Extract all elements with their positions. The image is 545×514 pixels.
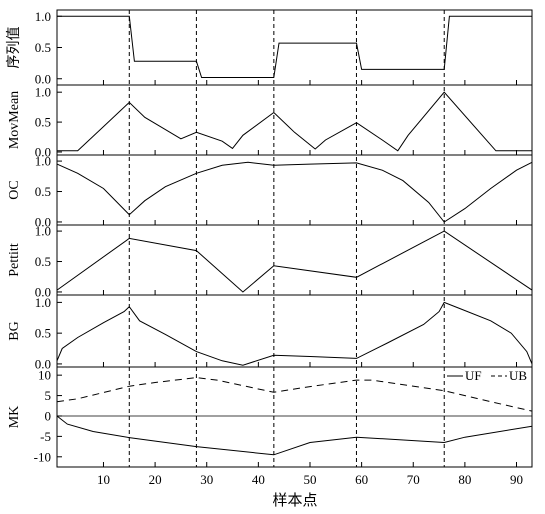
series-line-main (56, 161, 533, 223)
panel-frame (56, 154, 533, 226)
y-tick-label: 1.0 (35, 85, 51, 100)
panel-frame (56, 224, 533, 296)
x-tick-label: 90 (510, 472, 523, 487)
y-tick-label: 0.5 (35, 254, 51, 269)
x-tick-label: 40 (252, 472, 265, 487)
x-tick-label: 60 (355, 472, 368, 487)
y-axis-label: MK (7, 406, 22, 429)
x-tick-label: 20 (149, 472, 162, 487)
y-tick-label: 0.5 (35, 184, 51, 199)
panel-1: 0.0 0.5 1.0 序列值 (6, 9, 533, 86)
series-line-uf (56, 415, 533, 456)
panels: 0.00.51.0序列值0.00.51.0MovMean0.00.51.0OC0… (6, 9, 533, 468)
y-tick-label: 0.0 (35, 284, 51, 299)
x-tick-label: 50 (303, 472, 316, 487)
panel-4: 0.0 0.5 1.0 Pettitt (7, 224, 533, 299)
y-tick-label: 0.0 (35, 71, 51, 86)
y-axis-label: OC (7, 180, 22, 199)
y-tick-label: 1.0 (35, 154, 51, 169)
y-tick-label: 0.0 (35, 356, 51, 371)
legend: UF UB (447, 368, 527, 383)
y-tick-label: -5 (40, 429, 51, 444)
y-axis-label: BG (7, 321, 22, 340)
y-tick-label: 0.5 (35, 326, 51, 341)
panel-3: 0.0 0.5 1.0 OC (7, 154, 533, 229)
change-point-lines (128, 10, 445, 467)
series-line-ub (56, 377, 533, 412)
legend-entry: UB (509, 368, 527, 383)
y-axis-label: MovMean (7, 91, 22, 149)
y-tick-label: 1.0 (35, 295, 51, 310)
x-tick-label: 80 (458, 472, 471, 487)
panel-frame (56, 84, 533, 156)
y-tick-label: 1.0 (35, 9, 51, 24)
series-line-main (56, 230, 533, 293)
panel-6: -10 -5 0 5 10 MK UF UB (7, 366, 533, 468)
series-line-main (57, 91, 532, 152)
panel-frame (56, 366, 533, 468)
y-tick-label: -10 (34, 449, 51, 464)
x-tick-label: 10 (97, 472, 110, 487)
y-tick-label: 5 (45, 388, 52, 403)
panel-5: 0.0 0.5 1.0 BG (7, 294, 533, 371)
y-tick-label: 0.5 (35, 40, 51, 55)
legend-entry: UF (465, 368, 482, 383)
y-tick-label: 0.5 (35, 115, 51, 130)
series-line-main (56, 301, 533, 366)
series-line-main (57, 15, 532, 78)
x-tick-label: 30 (200, 472, 213, 487)
x-axis-label: 样本点 (272, 492, 317, 509)
y-axis-label: 序列值 (6, 27, 22, 69)
panel-2: 0.0 0.5 1.0 MovMean (7, 84, 533, 160)
y-tick-label: 1.0 (35, 224, 51, 239)
x-axis: 10 20 30 40 50 60 70 80 90 (97, 472, 523, 487)
y-axis-label: Pettitt (7, 243, 22, 277)
panel-frame (56, 9, 533, 86)
y-tick-label: 0.0 (35, 145, 51, 160)
y-tick-label: 0 (45, 408, 52, 423)
y-tick-label: 0.0 (35, 214, 51, 229)
y-tick-label: 10 (38, 368, 51, 383)
x-tick-label: 70 (407, 472, 420, 487)
